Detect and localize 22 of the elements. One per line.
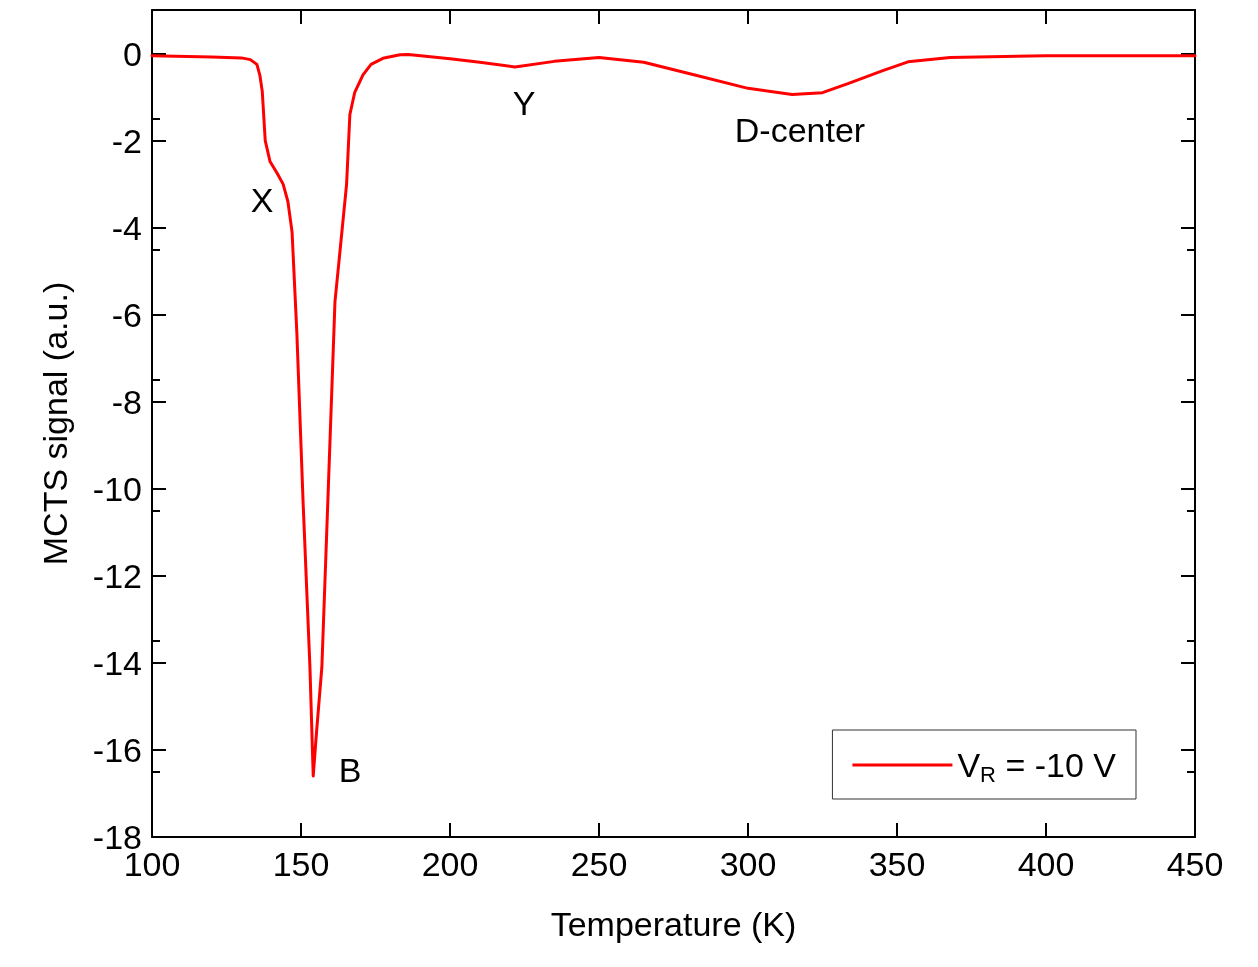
y-tick-label: -12 xyxy=(92,556,142,595)
y-tick-label: -2 xyxy=(111,121,142,160)
x-tick-label: 150 xyxy=(272,845,330,883)
annotation: B xyxy=(338,751,362,789)
y-axis-title: MCTS signal (a.u.) xyxy=(36,281,74,566)
x-tick-label: 400 xyxy=(1017,845,1075,883)
x-tick-label: 250 xyxy=(570,845,628,883)
annotation: X xyxy=(250,181,274,219)
x-tick-label: 200 xyxy=(421,845,479,883)
y-tick-label: -4 xyxy=(111,208,142,247)
y-tick-label: 0 xyxy=(123,34,142,73)
annotation: Y xyxy=(512,84,536,122)
x-tick-label: 450 xyxy=(1166,845,1224,883)
y-tick-label: -10 xyxy=(92,469,142,508)
y-tick-label: -16 xyxy=(92,730,142,769)
y-tick-label: -8 xyxy=(111,382,142,421)
annotation: D-center xyxy=(734,111,866,149)
x-tick-label: 350 xyxy=(868,845,926,883)
y-tick-label: -14 xyxy=(92,643,142,682)
y-tick-label: -6 xyxy=(111,295,142,334)
x-axis-title: Temperature (K) xyxy=(550,905,797,943)
x-tick-label: 300 xyxy=(719,845,777,883)
